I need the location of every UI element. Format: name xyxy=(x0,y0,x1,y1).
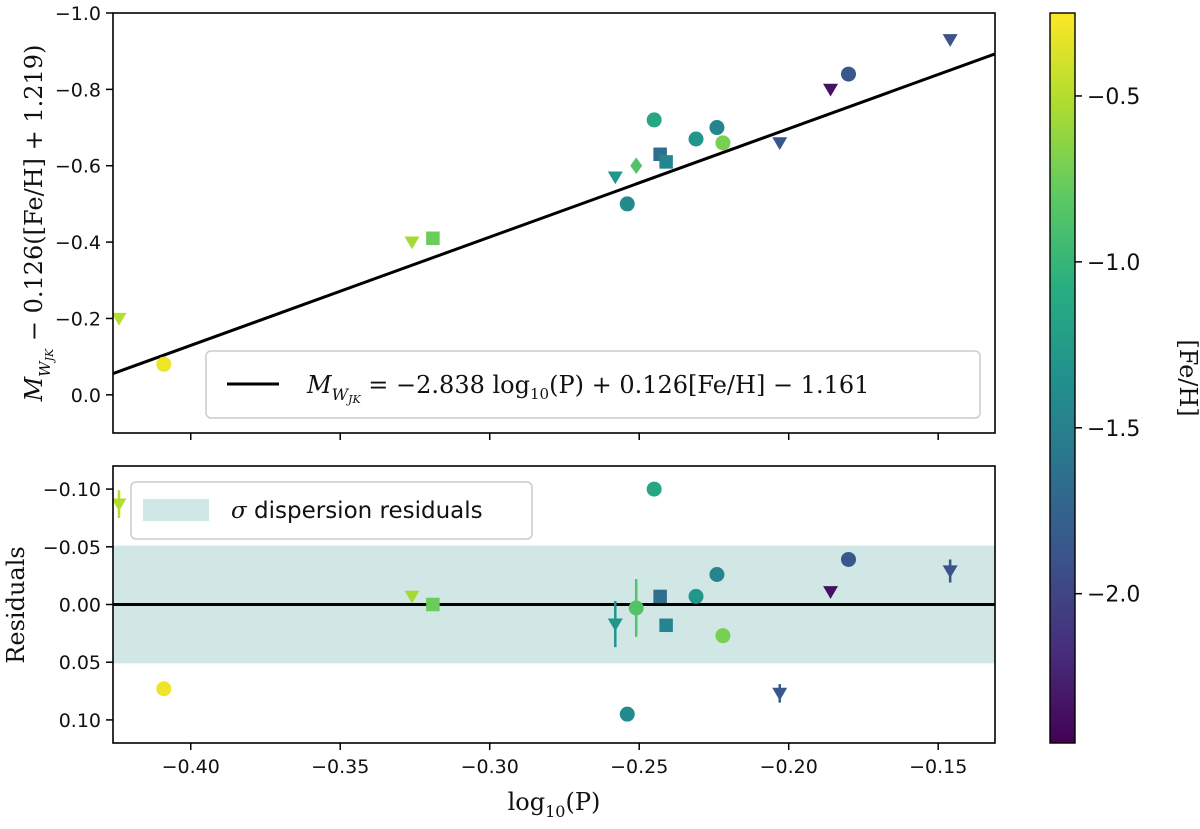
colorbar-tick-label: −2.0 xyxy=(1087,583,1140,608)
colorbar-frame xyxy=(1049,12,1076,744)
top-data-point xyxy=(942,34,958,47)
top-data-point xyxy=(426,231,440,246)
residual-data-point xyxy=(404,590,420,604)
bottom-legend-band-swatch xyxy=(143,499,209,521)
top-data-point xyxy=(840,66,856,82)
residual-data-point xyxy=(659,618,673,633)
bottom-y-axis-title: Residuals xyxy=(2,546,30,663)
top-y-tick-label: −0.8 xyxy=(55,79,101,101)
residual-data-point xyxy=(113,498,127,512)
bottom-y-tick-label: 0.00 xyxy=(59,595,101,617)
top-data-point xyxy=(659,155,673,169)
x-tick-label: −0.15 xyxy=(909,756,967,778)
top-y-axis-title: MWJK − 0.126([Fe/H] + 1.219) xyxy=(20,45,56,403)
top-legend-box xyxy=(205,350,981,419)
x-tick-label: −0.35 xyxy=(311,756,369,778)
residual-data-point xyxy=(715,628,731,644)
top-data-point xyxy=(156,356,172,372)
top-data-point xyxy=(607,171,623,185)
residual-data-point xyxy=(942,565,958,579)
bottom-legend: σ dispersion residuals xyxy=(130,481,533,540)
residual-data-point xyxy=(772,687,788,701)
colorbar-label: [Fe/H] xyxy=(1174,339,1200,416)
residual-data-point xyxy=(646,481,662,497)
x-tick-label: −0.20 xyxy=(760,756,818,778)
bottom-panel: −0.10−0.050.000.050.10 −0.40 −0.35 −0.30 −0… xyxy=(2,465,996,821)
residual-data-point xyxy=(840,551,856,567)
top-data-point xyxy=(113,312,127,326)
colorbar: −2.0 −1.5 −1.0 −0.5 [Fe/H] xyxy=(1049,12,1200,744)
colorbar-tick-label: −0.5 xyxy=(1087,85,1140,110)
top-data-point xyxy=(715,135,731,151)
top-y-tick-label: −0.4 xyxy=(55,232,101,254)
bottom-y-tick-label: 0.05 xyxy=(59,652,101,674)
bottom-y-ticks: −0.10 −0.05 0.00 0.05 0.10 xyxy=(43,479,113,732)
residual-data-point xyxy=(709,566,725,582)
top-data-point xyxy=(404,236,420,250)
top-data-point xyxy=(619,196,635,212)
x-tick-label: −0.25 xyxy=(610,756,668,778)
bottom-plot-area xyxy=(113,481,995,722)
residual-data-point xyxy=(688,588,704,604)
top-data-point xyxy=(709,120,725,136)
top-data-point xyxy=(630,157,643,174)
bottom-y-tick-label: −0.05 xyxy=(43,537,101,559)
top-x-ticks xyxy=(189,433,939,440)
top-y-axis-title-text: − 0.126([Fe/H] + 1.219) xyxy=(20,45,48,349)
x-axis-title: log10(P) xyxy=(508,788,601,821)
bottom-legend-label: σ dispersion residuals xyxy=(231,498,483,524)
residual-data-point xyxy=(156,681,172,697)
top-panel: −1.0 −0.8 −0.6 −0.4 −0.2 0.0 MWJK − 0.126([Fe… xyxy=(20,3,996,440)
bottom-y-tick-label: −0.10 xyxy=(43,479,101,501)
bottom-x-ticks: −0.40 −0.35 −0.30 −0.25 −0.20 −0.15 xyxy=(162,743,967,778)
fit-line xyxy=(113,52,995,375)
top-y-tick-label: −0.6 xyxy=(55,156,101,178)
top-data-point xyxy=(772,137,788,150)
colorbar-tick-label: −1.5 xyxy=(1087,417,1140,442)
top-data-point xyxy=(646,112,662,128)
bottom-legend-box xyxy=(130,481,533,540)
top-data-point xyxy=(688,131,704,147)
residual-data-point xyxy=(823,586,839,599)
residual-data-point xyxy=(607,618,623,632)
residual-data-point xyxy=(653,589,667,604)
colorbar-gradient xyxy=(1050,13,1075,743)
top-legend-label: MWJK = −2.838 log10(P) + 0.126[Fe/H] − 1… xyxy=(306,371,869,406)
top-y-tick-label: 0.0 xyxy=(71,385,101,407)
top-data-point xyxy=(823,83,839,97)
top-legend: MWJK = −2.838 log10(P) + 0.126[Fe/H] − 1… xyxy=(205,350,981,419)
top-axes-frame xyxy=(112,12,996,434)
residual-data-point xyxy=(619,706,635,722)
top-plot-area xyxy=(113,34,995,375)
top-y-tick-label: −1.0 xyxy=(55,3,101,25)
colorbar-tick-label: −1.0 xyxy=(1087,251,1140,276)
x-tick-label: −0.40 xyxy=(162,756,220,778)
top-y-ticks: −1.0 −0.8 −0.6 −0.4 −0.2 0.0 xyxy=(55,3,113,407)
bottom-y-tick-label: 0.10 xyxy=(59,710,101,732)
residual-data-point xyxy=(426,597,440,612)
top-y-tick-label: −0.2 xyxy=(55,308,101,330)
colorbar-ticks: −2.0 −1.5 −1.0 −0.5 xyxy=(1075,85,1140,608)
residual-data-point xyxy=(628,600,644,616)
x-tick-label: −0.30 xyxy=(461,756,519,778)
